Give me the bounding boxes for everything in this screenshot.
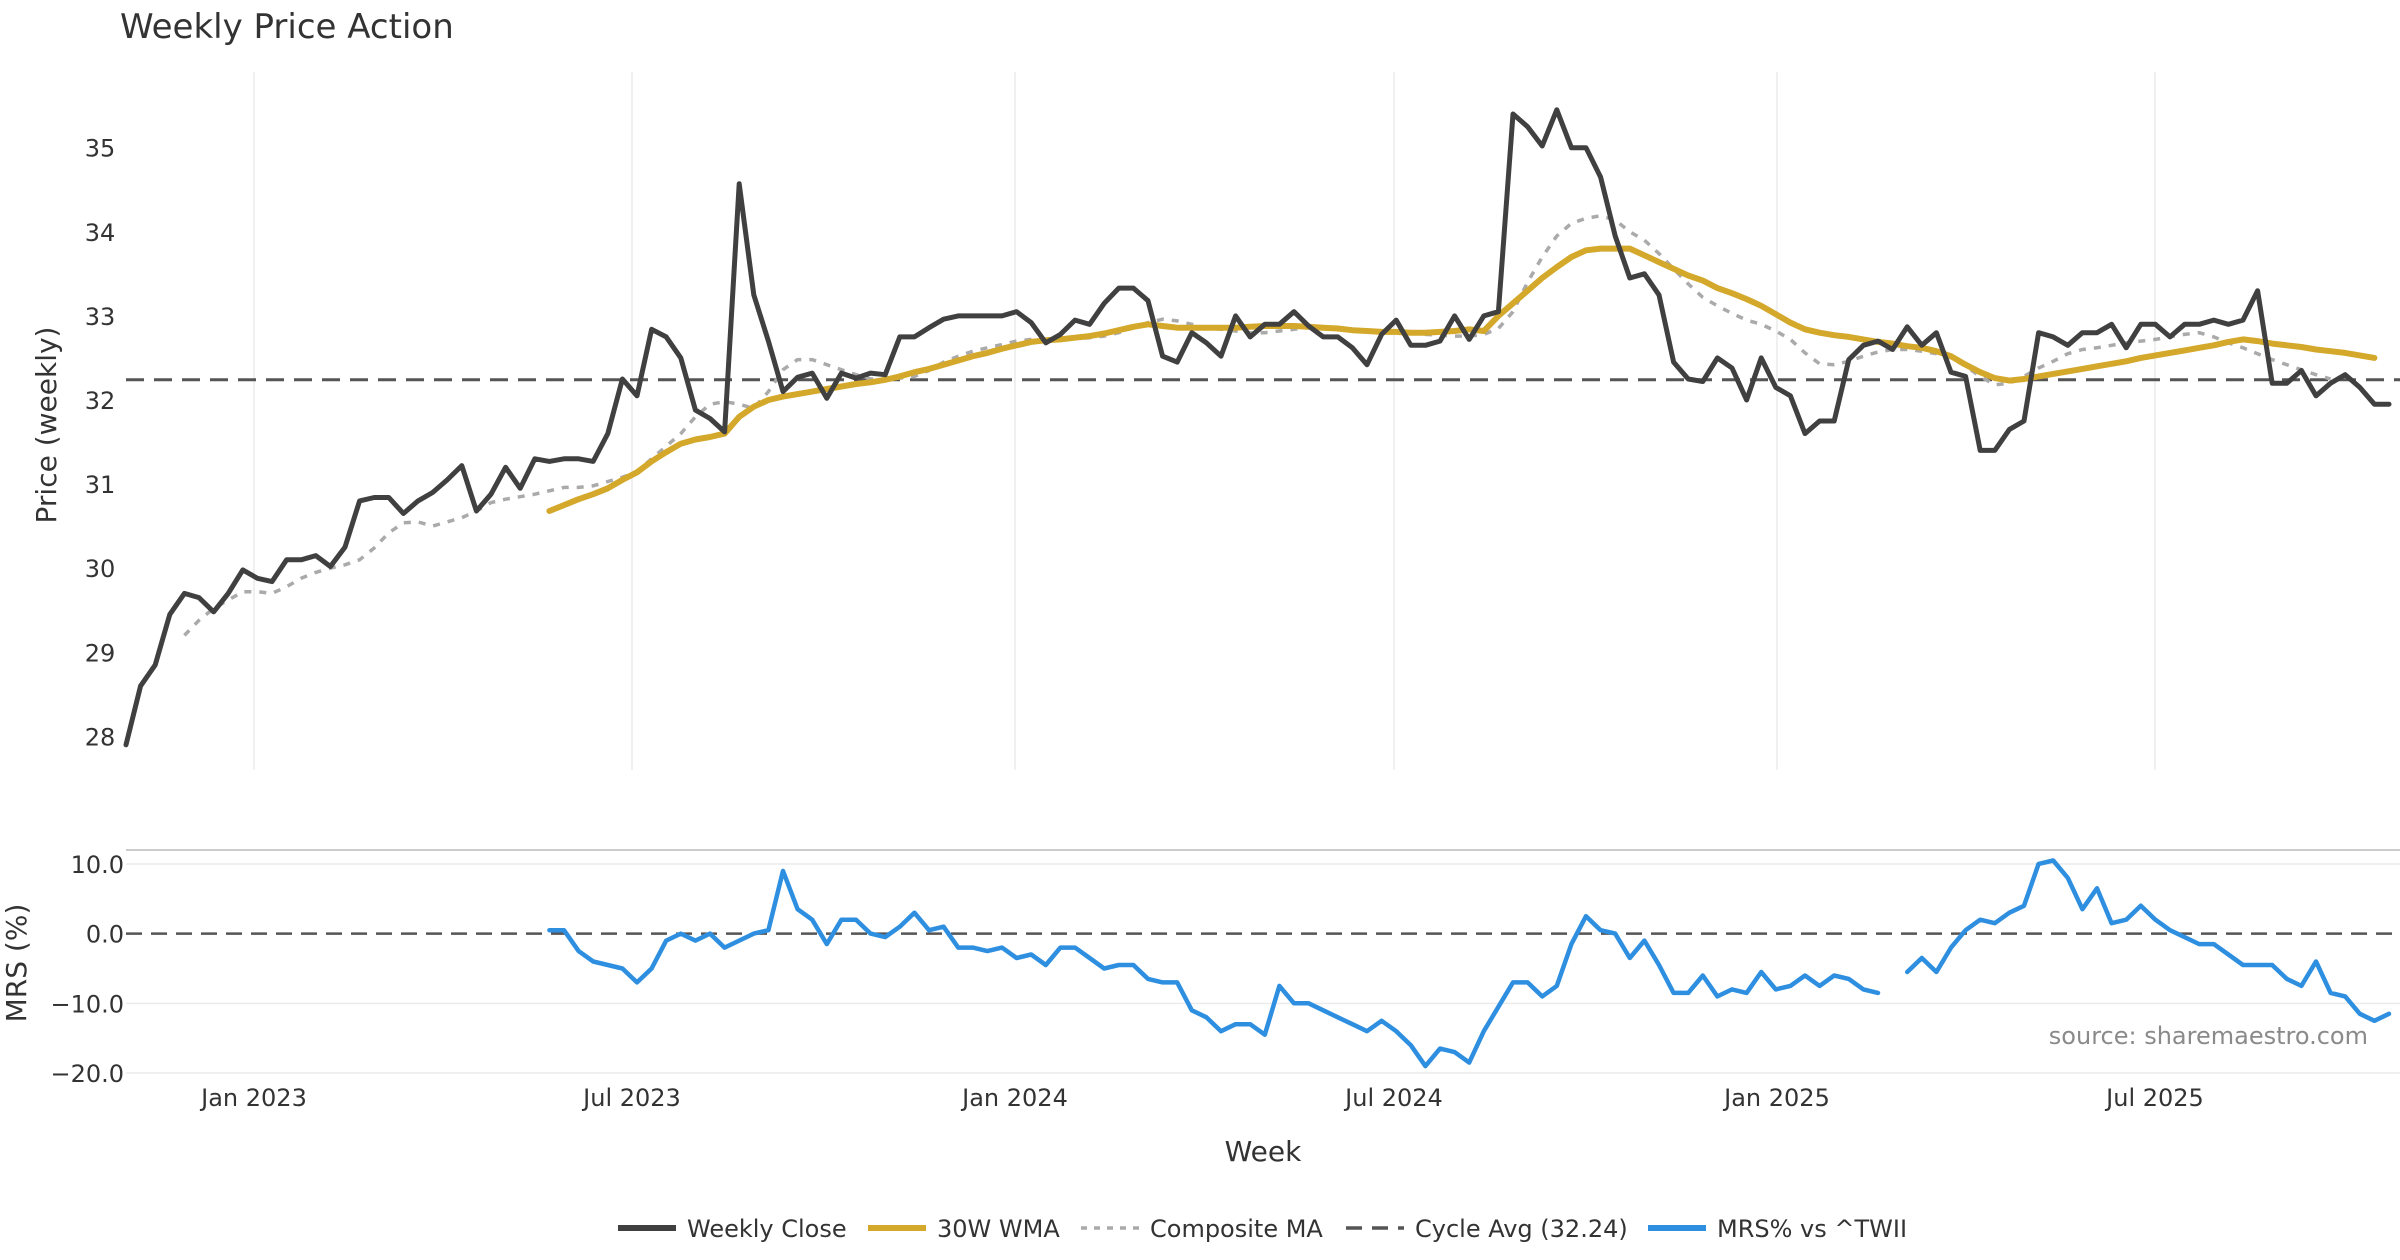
price-y-tick: 28: [85, 723, 116, 751]
x-axis-ticks: Jan 2023 Jul 2023 Jan 2024 Jul 2024 Jan 2025…: [199, 1084, 2204, 1112]
legend-label: Cycle Avg (32.24): [1415, 1215, 1628, 1243]
x-tick-label: Jan 2025: [1722, 1084, 1830, 1112]
mrs-y-tick: 0.0: [86, 921, 124, 949]
price-y-tick: 33: [85, 303, 116, 331]
price-y-ticks: 28 29 30 31 32 33 34 35: [85, 135, 116, 752]
x-tick-label: Jul 2025: [2104, 1084, 2204, 1112]
chart-title: Weekly Price Action: [120, 7, 454, 47]
mrs-line: [547, 858, 2392, 1069]
price-y-tick: 30: [85, 555, 116, 583]
legend-label: Composite MA: [1150, 1215, 1323, 1243]
price-y-tick: 29: [85, 639, 116, 667]
price-y-tick: 32: [85, 387, 116, 415]
mrs-y-tick: −10.0: [50, 990, 124, 1018]
legend: Weekly Close 30W WMA Composite MA Cycle Avg…: [618, 1215, 1907, 1243]
mrs-y-axis-label: MRS (%): [0, 904, 33, 1023]
price-y-axis-label: Price (weekly): [30, 327, 63, 524]
x-tick-label: Jan 2023: [199, 1084, 307, 1112]
source-note: source: sharemaestro.com: [2049, 1022, 2368, 1050]
legend-label: MRS% vs ^TWII: [1717, 1215, 1907, 1243]
price-y-tick: 34: [85, 219, 116, 247]
mrs-panel-grid: [126, 863, 2400, 1074]
composite-ma-line: [183, 214, 2332, 637]
price-y-tick: 35: [85, 135, 116, 163]
mrs-y-ticks: 10.0 0.0 −10.0 −20.0: [50, 851, 124, 1088]
legend-label: 30W WMA: [937, 1215, 1060, 1243]
price-y-tick: 31: [85, 471, 116, 499]
x-axis-label: Week: [1225, 1135, 1302, 1168]
mrs-y-tick: 10.0: [71, 851, 124, 879]
x-tick-label: Jan 2024: [960, 1084, 1068, 1112]
price-panel-grid: [253, 72, 2156, 770]
x-tick-label: Jul 2024: [1343, 1084, 1443, 1112]
price-series: [123, 107, 2392, 748]
mrs-y-tick: −20.0: [50, 1060, 124, 1088]
weekly-close-line: [123, 107, 2392, 748]
x-tick-label: Jul 2023: [581, 1084, 681, 1112]
mrs-series: [547, 858, 2392, 1069]
legend-label: Weekly Close: [687, 1215, 847, 1243]
